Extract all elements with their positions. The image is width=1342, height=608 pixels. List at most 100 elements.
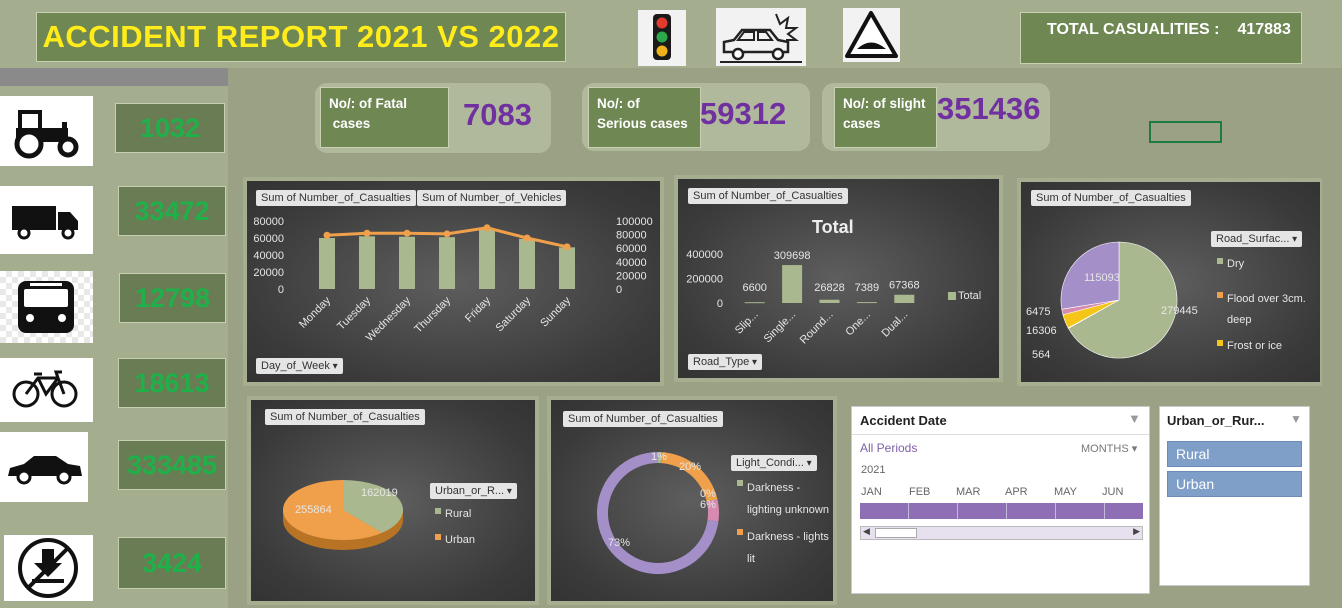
x-tick-round: Round... xyxy=(798,309,836,347)
title-box: ACCIDENT REPORT 2021 VS 2022 xyxy=(36,12,566,62)
truck-value: 33472 xyxy=(118,186,226,236)
point-friday xyxy=(483,224,491,232)
y-tick-200000: 200000 xyxy=(686,274,723,286)
point-thursday xyxy=(443,230,451,238)
field-button-casualties[interactable]: Sum of Number_of_Casualties xyxy=(563,411,723,427)
field-button-vehicles[interactable]: Sum of Number_of_Vehicles xyxy=(417,190,567,206)
legend-swatch-urban xyxy=(435,534,441,540)
field-button-casualties[interactable]: Sum of Number_of_Casualties xyxy=(256,190,416,206)
data-label-6475: 6475 xyxy=(1026,306,1050,318)
fatal-kpi-card: No/: of Fatal cases 7083 xyxy=(315,83,551,153)
total-casualties-box: TOTAL CASUALITIES : 417883 xyxy=(1020,12,1302,64)
scroll-left-icon[interactable]: ◀ xyxy=(863,526,870,536)
bar-single xyxy=(782,265,803,303)
x-tick-friday: Friday xyxy=(463,294,493,324)
bar-tuesday xyxy=(359,236,375,289)
vehicle-panel xyxy=(0,86,228,608)
data-label-16306: 16306 xyxy=(1026,325,1057,337)
x-tick-single: Single... xyxy=(762,309,799,346)
y-tick-right-80000: 80000 xyxy=(616,230,647,242)
slight-kpi-label: No/: of slight cases xyxy=(834,87,937,148)
data-label-urban: 255864 xyxy=(295,504,332,516)
chart-road-svg: 400000 200000 0 6600 309698 26828 7389 67368 Sli… xyxy=(686,249,919,347)
slicer-item-urban[interactable]: Urban xyxy=(1167,471,1302,497)
legend-item-urban: Urban xyxy=(435,530,475,548)
data-label-single: 309698 xyxy=(774,250,811,262)
legend-button-road-surface[interactable]: Road_Surfac... xyxy=(1211,231,1303,247)
chart-surface-svg: 279445 564 16306 6475 115093 xyxy=(1026,241,1198,361)
data-label-564: 564 xyxy=(1032,349,1050,361)
y-tick-left-80000: 80000 xyxy=(253,216,284,228)
field-button-casualties[interactable]: Sum of Number_of_Casualties xyxy=(1031,190,1191,206)
slicer-item-rural[interactable]: Rural xyxy=(1167,441,1302,467)
slice-rural xyxy=(343,480,404,533)
field-button-casualties[interactable]: Sum of Number_of_Casualties xyxy=(688,188,848,204)
data-label-segment-3: 6% xyxy=(700,499,716,511)
legend-swatch-lighting-unknown xyxy=(737,480,743,486)
ring-segment-20 xyxy=(661,452,718,501)
timeline-level-select[interactable]: MONTHS ▾ xyxy=(1081,443,1138,455)
total-casualties-label: TOTAL CASUALITIES : xyxy=(1047,21,1220,38)
slice-urban xyxy=(283,480,382,540)
bar-sunday xyxy=(559,247,575,289)
chart-day-of-week: Sum of Number_of_Casualties Sum of Numbe… xyxy=(247,181,660,382)
y-tick-left-60000: 60000 xyxy=(253,233,284,245)
bar-slip xyxy=(744,302,765,304)
chart-day-svg: 8000060000400002000001000008000060000400… xyxy=(253,216,652,344)
serious-kpi-label: No/: of Serious cases xyxy=(588,87,701,148)
month-apr: APR xyxy=(1005,486,1028,498)
chart-urban-svg: 162019 255864 xyxy=(283,480,404,550)
bar-round xyxy=(819,299,840,303)
month-jan: JAN xyxy=(861,486,882,498)
traffic-light-icon xyxy=(638,10,686,66)
legend-label-rural: Rural xyxy=(445,508,472,520)
data-label-round: 26828 xyxy=(814,282,845,294)
ring-segment-6 xyxy=(706,498,719,522)
point-tuesday xyxy=(363,229,371,237)
x-tick-saturday: Saturday xyxy=(494,294,534,334)
axis-button-day-of-week[interactable]: Day_of_Week xyxy=(256,358,343,374)
serious-kpi-label-line1: No/: of xyxy=(597,96,640,111)
car-value: 333485 xyxy=(118,440,226,490)
timeline-months: JAN FEB MAR APR MAY JUN xyxy=(861,486,1151,500)
ring-segment-0 xyxy=(706,497,718,502)
scroll-thumb[interactable] xyxy=(875,528,917,538)
field-button-casualties[interactable]: Sum of Number_of_Casualties xyxy=(265,409,425,425)
chart-road-type: Sum of Number_of_Casualties Road_Type To… xyxy=(678,179,999,378)
selected-cell[interactable] xyxy=(1149,121,1222,143)
bicycle-value: 18613 xyxy=(118,358,226,408)
light-legend: Darkness - lighting unknown Darkness - l… xyxy=(737,476,833,568)
legend-item-lights-lit: Darkness - lights lit xyxy=(737,525,833,568)
month-mar: MAR xyxy=(956,486,981,498)
ring-segment-1 xyxy=(658,452,662,464)
bicycle-icon xyxy=(0,358,93,422)
legend-label-flood: Flood over 3cm. deep xyxy=(1227,293,1306,326)
legend-label-lights-lit: Darkness - lights lit xyxy=(747,531,829,565)
legend-button-light[interactable]: Light_Condi... xyxy=(731,455,817,471)
slight-kpi-label-line2: cases xyxy=(843,115,881,131)
timeline-slicer: Accident Date ▼ All Periods MONTHS ▾ 202… xyxy=(851,406,1150,594)
fatal-kpi-label-line2: cases xyxy=(329,115,371,131)
no-unloading-sign-icon xyxy=(4,535,93,601)
speed-bump-sign-icon xyxy=(843,8,900,62)
y-tick-400000: 400000 xyxy=(686,249,723,261)
point-saturday xyxy=(523,234,531,242)
point-wednesday xyxy=(403,229,411,237)
legend-item-rural: Rural xyxy=(435,504,475,522)
clear-filter-icon[interactable]: ▼ xyxy=(1290,412,1302,426)
bar-one xyxy=(856,302,877,304)
car-crash-icon xyxy=(716,8,806,66)
slicer-title: Urban_or_Rur... xyxy=(1167,413,1265,428)
legend-item-frost: Frost or ice xyxy=(1217,336,1317,354)
bus-icon xyxy=(0,271,93,343)
legend-button-urban-rural[interactable]: Urban_or_R... xyxy=(430,483,517,499)
axis-button-road-type[interactable]: Road_Type xyxy=(688,354,763,370)
y-tick-right-20000: 20000 xyxy=(616,270,647,282)
no-unloading-value: 3424 xyxy=(118,537,226,589)
y-tick-0: 0 xyxy=(717,298,723,310)
timeline-scrollbar[interactable]: ◀ ▶ xyxy=(860,526,1143,540)
timeline-bar[interactable] xyxy=(860,503,1143,519)
scroll-right-icon[interactable]: ▶ xyxy=(1133,526,1140,536)
page-title: ACCIDENT REPORT 2021 VS 2022 xyxy=(42,19,560,54)
clear-filter-icon[interactable]: ▼ xyxy=(1128,411,1141,426)
